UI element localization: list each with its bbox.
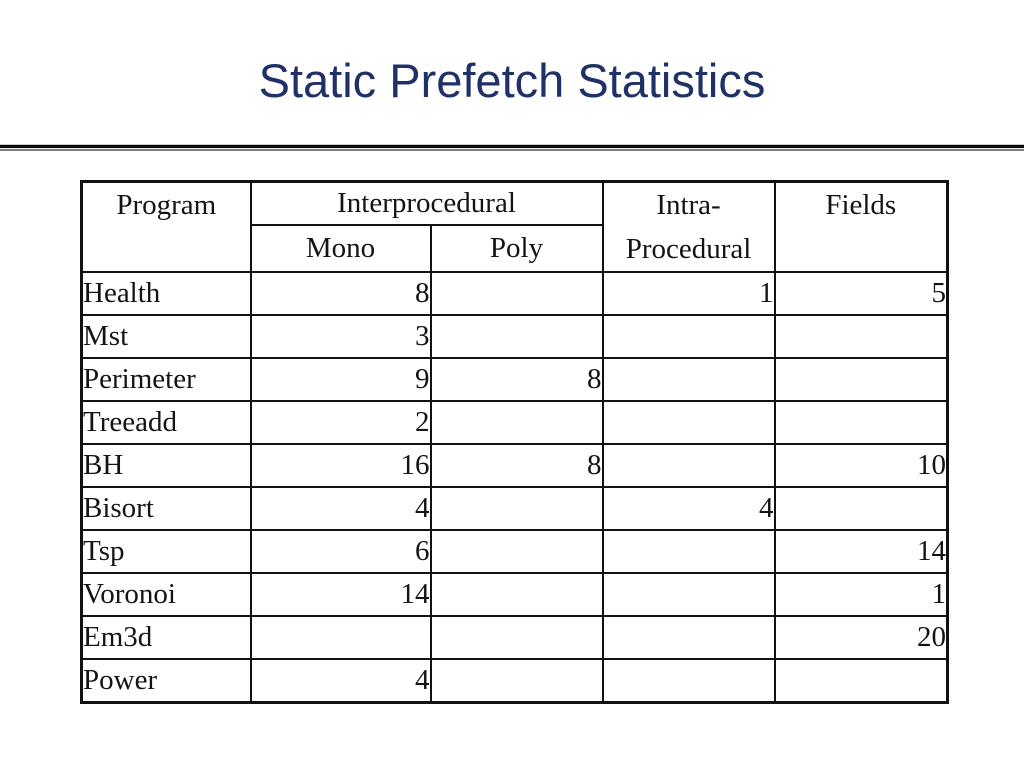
table-row-health: Health 8 1 5 — [80, 271, 949, 316]
cell-fields — [773, 314, 949, 359]
cell-intra — [601, 400, 776, 445]
table-row-power: Power 4 — [80, 658, 949, 703]
cell-fields — [773, 400, 949, 445]
cell-poly — [429, 615, 604, 660]
cell-program: Health — [80, 271, 252, 316]
static-prefetch-table: Program Interprocedural Intra- Procedura… — [80, 180, 950, 704]
cell-fields — [773, 486, 949, 531]
cell-fields: 5 — [773, 271, 949, 316]
cell-program: Treeadd — [80, 400, 252, 445]
header-row-2: Mono Poly — [82, 224, 948, 273]
table-row-bh: BH 16 8 10 — [80, 443, 949, 488]
col-header-mono: Mono — [249, 224, 432, 273]
cell-intra — [601, 529, 776, 574]
cell-fields: 20 — [773, 615, 949, 660]
col-header-intraprocedural: Intra- Procedural — [601, 180, 776, 273]
cell-intra: 1 — [601, 271, 776, 316]
cell-intra — [601, 443, 776, 488]
table-row-tsp: Tsp 6 14 — [80, 529, 949, 574]
page-title: Static Prefetch Statistics — [258, 54, 766, 107]
cell-poly — [429, 486, 604, 531]
cell-mono: 2 — [249, 400, 432, 445]
cell-intra — [601, 357, 776, 402]
cell-fields — [773, 658, 949, 703]
cell-mono: 14 — [249, 572, 432, 617]
cell-program: Power — [80, 658, 252, 703]
cell-mono: 9 — [249, 357, 432, 402]
col-header-fields: Fields — [773, 180, 949, 273]
cell-program: BH — [80, 443, 252, 488]
col-header-poly: Poly — [429, 224, 604, 273]
cell-intra — [601, 658, 776, 703]
intra-header-line1: Intra- — [656, 189, 721, 221]
cell-program: Mst — [80, 314, 252, 359]
cell-poly: 8 — [429, 443, 604, 488]
cell-poly: 8 — [429, 357, 604, 402]
cell-mono: 4 — [249, 658, 432, 703]
cell-program: Em3d — [80, 615, 252, 660]
cell-mono: 3 — [249, 314, 432, 359]
cell-mono: 8 — [249, 271, 432, 316]
header-row-1: Program Interprocedural Intra- Procedura… — [80, 180, 949, 273]
cell-poly — [429, 529, 604, 574]
table-row-bisort: Bisort 4 4 — [80, 486, 949, 531]
cell-fields: 10 — [773, 443, 949, 488]
cell-mono: 6 — [249, 529, 432, 574]
cell-mono — [249, 615, 432, 660]
cell-poly — [429, 658, 604, 703]
table-row-treeadd: Treeadd 2 — [80, 400, 949, 445]
cell-fields — [773, 357, 949, 402]
cell-intra — [601, 615, 776, 660]
table-row-voronoi: Voronoi 14 1 — [80, 572, 949, 617]
cell-poly — [429, 314, 604, 359]
cell-fields: 1 — [773, 572, 949, 617]
title-divider-rule — [0, 144, 1024, 152]
col-header-interprocedural: Interprocedural — [249, 180, 604, 227]
col-header-program: Program — [80, 180, 252, 273]
cell-poly — [429, 271, 604, 316]
table-row-em3d: Em3d 20 — [80, 615, 949, 660]
cell-intra — [601, 314, 776, 359]
cell-mono: 16 — [249, 443, 432, 488]
cell-program: Tsp — [80, 529, 252, 574]
cell-intra — [601, 572, 776, 617]
table-row-perimeter: Perimeter 9 8 — [80, 357, 949, 402]
cell-mono: 4 — [249, 486, 432, 531]
table-row-mst: Mst 3 — [80, 314, 949, 359]
cell-poly — [429, 400, 604, 445]
cell-intra: 4 — [601, 486, 776, 531]
intra-header-line2: Procedural — [625, 233, 752, 265]
cell-fields: 14 — [773, 529, 949, 574]
cell-program: Bisort — [80, 486, 252, 531]
cell-program: Voronoi — [80, 572, 252, 617]
cell-poly — [429, 572, 604, 617]
cell-program: Perimeter — [80, 357, 252, 402]
